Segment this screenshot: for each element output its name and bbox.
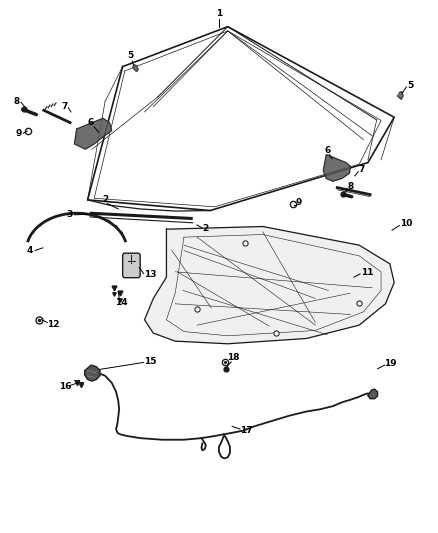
Text: 17: 17 [240,426,252,435]
Text: 9: 9 [296,198,302,207]
Text: 2: 2 [203,224,209,232]
Text: 6: 6 [88,118,94,127]
Text: 7: 7 [358,165,364,174]
Polygon shape [133,65,138,71]
Text: 11: 11 [361,269,373,277]
Polygon shape [145,227,394,344]
Text: 12: 12 [47,320,60,328]
Text: 5: 5 [408,81,414,90]
Text: 5: 5 [127,52,134,60]
Text: 19: 19 [385,359,397,368]
FancyBboxPatch shape [123,253,140,278]
Polygon shape [85,365,100,381]
Text: 3: 3 [66,210,72,219]
Text: 7: 7 [62,102,68,111]
Text: 8: 8 [347,182,353,191]
Text: 13: 13 [144,270,156,279]
Text: 10: 10 [400,220,413,228]
Text: 1: 1 [216,9,222,18]
Polygon shape [368,389,378,399]
Text: 15: 15 [144,357,156,366]
Polygon shape [323,155,350,181]
Text: 6: 6 [325,146,331,155]
Text: 14: 14 [116,298,128,307]
Text: 2: 2 [102,196,108,204]
Text: 16: 16 [59,382,71,391]
Text: 18: 18 [227,353,239,361]
Text: 4: 4 [27,246,33,255]
Text: 9: 9 [15,129,21,138]
Text: 8: 8 [14,97,20,106]
Polygon shape [398,92,403,99]
Polygon shape [74,118,112,149]
